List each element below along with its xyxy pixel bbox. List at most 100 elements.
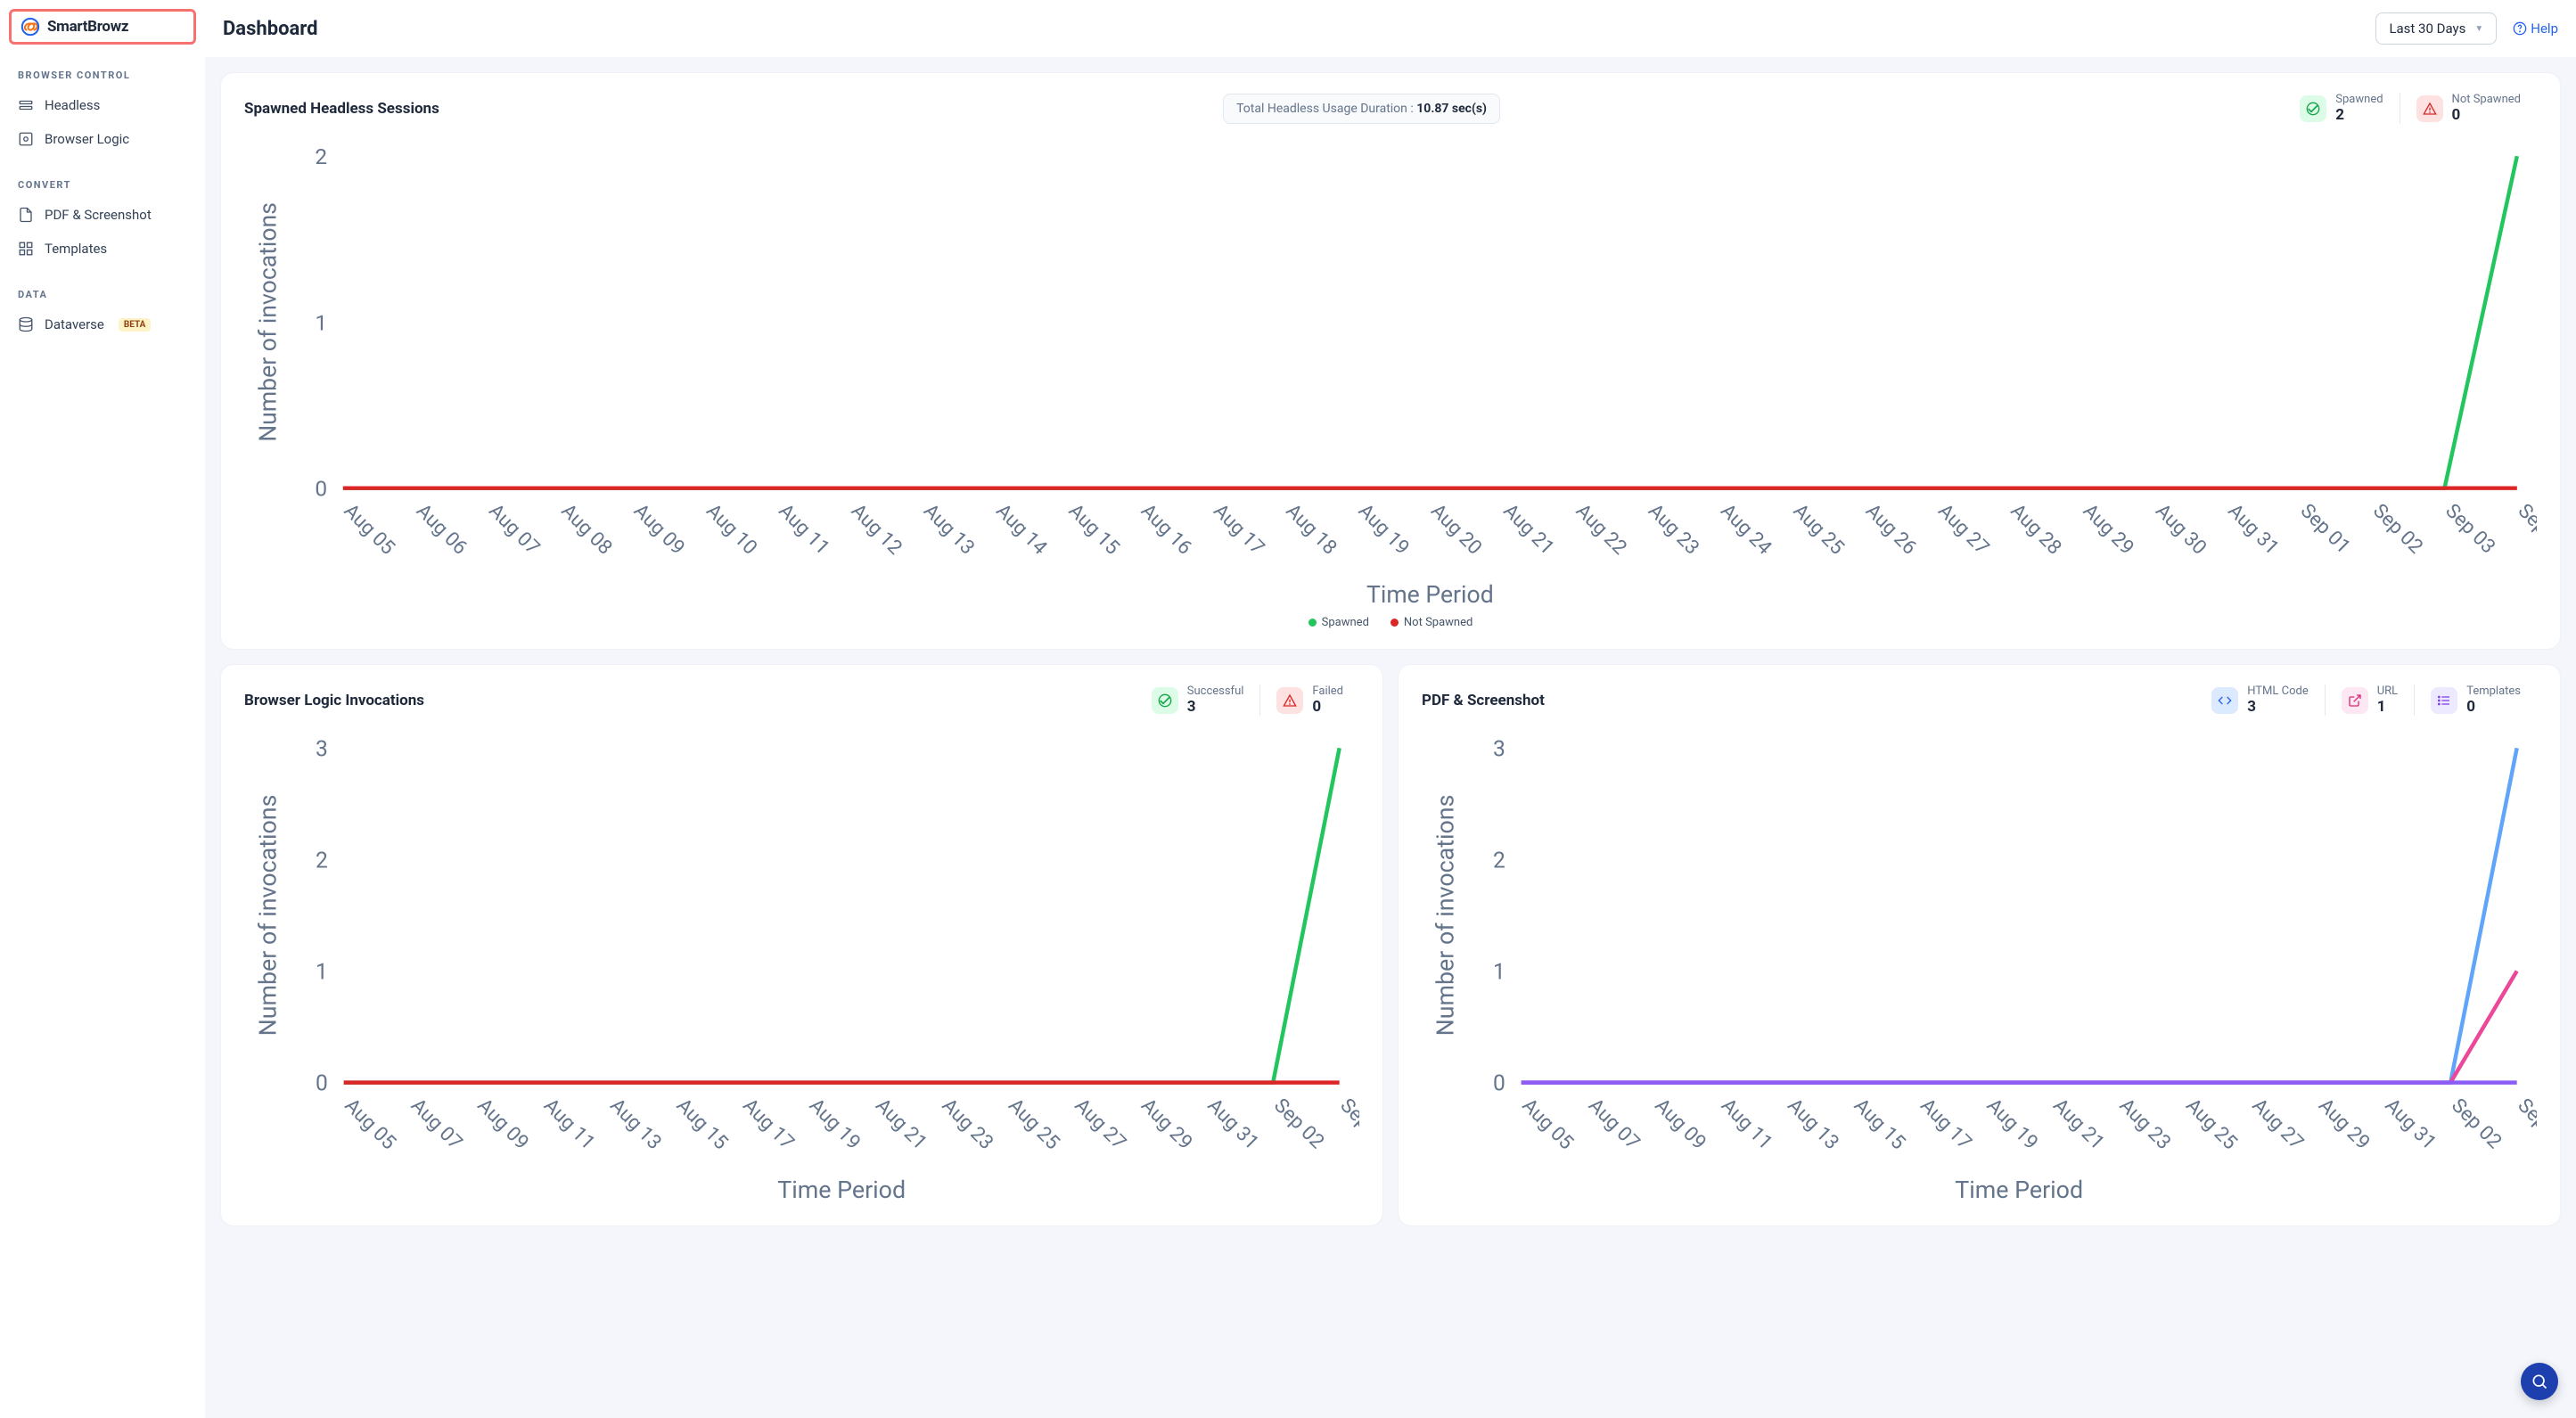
svg-text:Aug 27: Aug 27 — [1071, 1094, 1131, 1154]
stat-value: 1 — [2377, 698, 2398, 716]
svg-text:0: 0 — [1493, 1070, 1505, 1096]
stat-label: Failed — [1312, 684, 1343, 698]
warn-icon — [2416, 95, 2443, 122]
svg-text:Time Period: Time Period — [1366, 581, 1494, 609]
legend-item: Not Spawned — [1391, 616, 1473, 629]
pdf-chart: 0123Number of invocationsAug 05Aug 07Aug… — [1422, 728, 2537, 1206]
stat-label: Templates — [2466, 684, 2521, 698]
nav-item-templates[interactable]: Templates — [0, 232, 205, 266]
legend-item: Spawned — [1309, 616, 1369, 629]
svg-text:Aug 22: Aug 22 — [1571, 499, 1631, 559]
svg-text:Aug 18: Aug 18 — [1282, 499, 1341, 559]
svg-text:Aug 14: Aug 14 — [991, 499, 1051, 559]
svg-text:Aug 11: Aug 11 — [539, 1094, 600, 1154]
support-fab[interactable] — [2521, 1363, 2558, 1400]
svg-text:Number of invocations: Number of invocations — [254, 202, 282, 442]
svg-text:Aug 09: Aug 09 — [1650, 1094, 1710, 1154]
svg-text:Time Period: Time Period — [777, 1176, 906, 1204]
svg-text:Aug 16: Aug 16 — [1136, 499, 1196, 559]
dataverse-icon — [18, 316, 34, 332]
svg-text:1: 1 — [316, 959, 328, 985]
svg-text:Aug 31: Aug 31 — [1202, 1094, 1263, 1154]
svg-text:Aug 31: Aug 31 — [2223, 499, 2283, 559]
svg-text:Aug 25: Aug 25 — [1004, 1094, 1064, 1154]
help-label: Help — [2531, 20, 2558, 37]
stat-value: 2 — [2335, 106, 2383, 124]
nav-section-label: CONVERT — [0, 172, 205, 198]
svg-text:Sep 02: Sep 02 — [1269, 1094, 1329, 1153]
page-title: Dashboard — [223, 18, 318, 40]
svg-text:1: 1 — [1493, 959, 1505, 985]
svg-text:Aug 23: Aug 23 — [1644, 499, 1703, 559]
browser-logic-icon — [18, 131, 34, 147]
svg-text:Aug 05: Aug 05 — [1517, 1094, 1578, 1154]
svg-text:Sep 04: Sep 04 — [2514, 499, 2537, 558]
chevron-down-icon: ▼ — [2474, 24, 2483, 34]
svg-text:Aug 27: Aug 27 — [2248, 1094, 2309, 1154]
topbar: Dashboard Last 30 Days ▼ Help — [205, 0, 2576, 57]
svg-text:Aug 25: Aug 25 — [1789, 499, 1849, 559]
svg-text:Aug 21: Aug 21 — [2048, 1094, 2109, 1154]
svg-text:Sep 02: Sep 02 — [2447, 1094, 2506, 1153]
nav-item-dataverse[interactable]: DataverseBETA — [0, 307, 205, 341]
nav-item-label: Templates — [45, 241, 107, 257]
stat-value: 3 — [2247, 698, 2309, 716]
svg-text:Sep 02: Sep 02 — [2368, 499, 2427, 558]
help-icon — [2513, 21, 2527, 36]
svg-text:0: 0 — [316, 1070, 328, 1096]
sessions-chart: 012Number of invocationsAug 05Aug 06Aug … — [244, 136, 2537, 611]
svg-text:3: 3 — [316, 735, 328, 761]
main-content: Dashboard Last 30 Days ▼ Help Spawned He… — [205, 0, 2576, 1418]
nav-item-pdf-screenshot[interactable]: PDF & Screenshot — [0, 198, 205, 232]
beta-badge: BETA — [119, 318, 152, 332]
svg-text:Aug 07: Aug 07 — [1584, 1094, 1645, 1154]
svg-text:Aug 29: Aug 29 — [2314, 1094, 2375, 1154]
legend-dot — [1391, 619, 1399, 627]
stat-spawned: Spawned2 — [2284, 93, 2399, 124]
card-sessions-title: Spawned Headless Sessions — [244, 100, 439, 118]
svg-text:Aug 19: Aug 19 — [805, 1094, 866, 1154]
svg-text:Aug 13: Aug 13 — [919, 499, 979, 559]
svg-text:Sep...: Sep... — [1335, 1094, 1359, 1144]
nav-item-browser-logic[interactable]: Browser Logic — [0, 122, 205, 156]
stat-value: 3 — [1187, 698, 1244, 716]
stat-label: URL — [2377, 684, 2398, 698]
svg-text:Time Period: Time Period — [1955, 1176, 2083, 1204]
svg-text:3: 3 — [1493, 735, 1505, 761]
svg-text:0: 0 — [315, 476, 327, 502]
svg-text:2: 2 — [1493, 847, 1505, 873]
svg-text:Aug 13: Aug 13 — [605, 1094, 666, 1154]
link-icon — [2342, 687, 2368, 714]
svg-text:1: 1 — [315, 309, 327, 335]
nav-item-headless[interactable]: Headless — [0, 88, 205, 122]
period-select[interactable]: Last 30 Days ▼ — [2375, 12, 2497, 45]
svg-text:Aug 26: Aug 26 — [1861, 499, 1921, 559]
help-link[interactable]: Help — [2513, 20, 2558, 37]
svg-text:Aug 15: Aug 15 — [1850, 1094, 1910, 1154]
svg-text:Aug 11: Aug 11 — [774, 499, 833, 559]
svg-text:Aug 17: Aug 17 — [1916, 1094, 1976, 1154]
svg-text:Aug 21: Aug 21 — [871, 1094, 931, 1154]
svg-text:Aug 23: Aug 23 — [938, 1094, 998, 1154]
check-icon — [1152, 687, 1178, 714]
svg-text:Aug 07: Aug 07 — [484, 499, 544, 559]
svg-text:Aug 29: Aug 29 — [2079, 499, 2138, 559]
svg-text:Aug 09: Aug 09 — [629, 499, 689, 559]
period-value: Last 30 Days — [2389, 20, 2465, 37]
search-icon — [2531, 1373, 2548, 1390]
headless-icon — [18, 97, 34, 113]
brand-icon — [21, 17, 40, 37]
svg-text:Aug 11: Aug 11 — [1717, 1094, 1777, 1154]
svg-text:Aug 29: Aug 29 — [1136, 1094, 1197, 1154]
svg-text:Aug 10: Aug 10 — [701, 499, 761, 559]
svg-text:Aug 15: Aug 15 — [1064, 499, 1124, 559]
svg-text:Aug 28: Aug 28 — [2006, 499, 2065, 559]
svg-text:Aug 08: Aug 08 — [557, 499, 617, 559]
sessions-legend: Spawned Not Spawned — [244, 616, 2537, 629]
brand-logo[interactable]: SmartBrowz — [9, 9, 196, 45]
svg-text:Aug 20: Aug 20 — [1426, 499, 1486, 559]
stat-url: URL1 — [2325, 684, 2414, 716]
svg-text:Number of invocations: Number of invocations — [254, 795, 283, 1037]
svg-text:Aug 07: Aug 07 — [406, 1094, 467, 1154]
svg-text:Aug 15: Aug 15 — [672, 1094, 733, 1154]
